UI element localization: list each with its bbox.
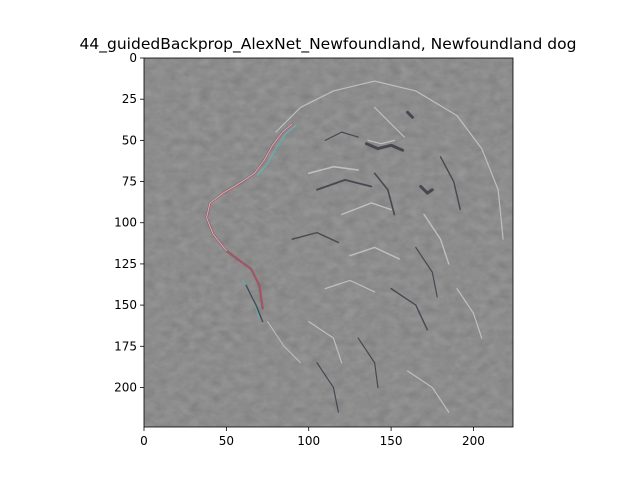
y-tick-label: 200 bbox=[114, 380, 137, 394]
dog-edge-strokes bbox=[205, 80, 504, 413]
edge-stroke bbox=[349, 246, 401, 260]
edge-stroke bbox=[373, 172, 396, 216]
saliency-image bbox=[144, 58, 513, 427]
y-tick-label: 100 bbox=[114, 216, 137, 230]
edge-stroke bbox=[307, 165, 359, 175]
edge-stroke bbox=[267, 321, 301, 364]
edge-stroke bbox=[316, 362, 339, 413]
x-tick-label: 0 bbox=[140, 434, 148, 448]
y-tick-label: 125 bbox=[114, 257, 137, 271]
edge-stroke bbox=[316, 179, 373, 191]
edge-stroke bbox=[324, 131, 359, 141]
edge-stroke bbox=[419, 184, 434, 195]
axes-frame bbox=[143, 57, 514, 428]
x-tick-label: 100 bbox=[297, 434, 320, 448]
y-tick-label: 50 bbox=[122, 133, 137, 147]
x-tick-label: 150 bbox=[380, 434, 403, 448]
edge-stroke bbox=[357, 337, 379, 389]
edge-stroke bbox=[423, 213, 450, 265]
edge-stroke bbox=[406, 110, 415, 119]
edge-stroke bbox=[374, 106, 405, 138]
x-tick-label: 50 bbox=[219, 434, 234, 448]
edge-stroke bbox=[308, 320, 343, 364]
x-axis: 0 50 100 150 200 bbox=[140, 427, 485, 448]
edge-stroke bbox=[206, 123, 293, 252]
edge-stroke bbox=[439, 156, 461, 211]
y-axis: 0 25 50 75 100 125 150 175 200 bbox=[114, 51, 144, 394]
y-tick-label: 75 bbox=[122, 175, 137, 189]
y-tick-label: 150 bbox=[114, 298, 137, 312]
edge-stroke bbox=[456, 288, 483, 339]
edge-stroke bbox=[406, 370, 450, 413]
edge-stroke bbox=[364, 142, 405, 152]
y-tick-label: 0 bbox=[129, 51, 137, 65]
chart-title: 44_guidedBackprop_AlexNet_Newfoundland, … bbox=[80, 35, 577, 54]
edge-stroke bbox=[256, 124, 297, 176]
edge-stroke bbox=[324, 279, 376, 293]
edge-stroke bbox=[390, 287, 429, 331]
image-noise-texture bbox=[144, 58, 513, 427]
x-tick-label: 200 bbox=[462, 434, 485, 448]
edge-stroke bbox=[415, 246, 438, 298]
y-tick-label: 25 bbox=[122, 92, 137, 106]
edge-stroke bbox=[340, 202, 392, 216]
edge-stroke bbox=[275, 80, 504, 240]
y-tick-label: 175 bbox=[114, 339, 137, 353]
edge-stroke bbox=[291, 231, 340, 244]
edge-stroke bbox=[367, 139, 395, 145]
edge-stroke bbox=[245, 284, 264, 323]
